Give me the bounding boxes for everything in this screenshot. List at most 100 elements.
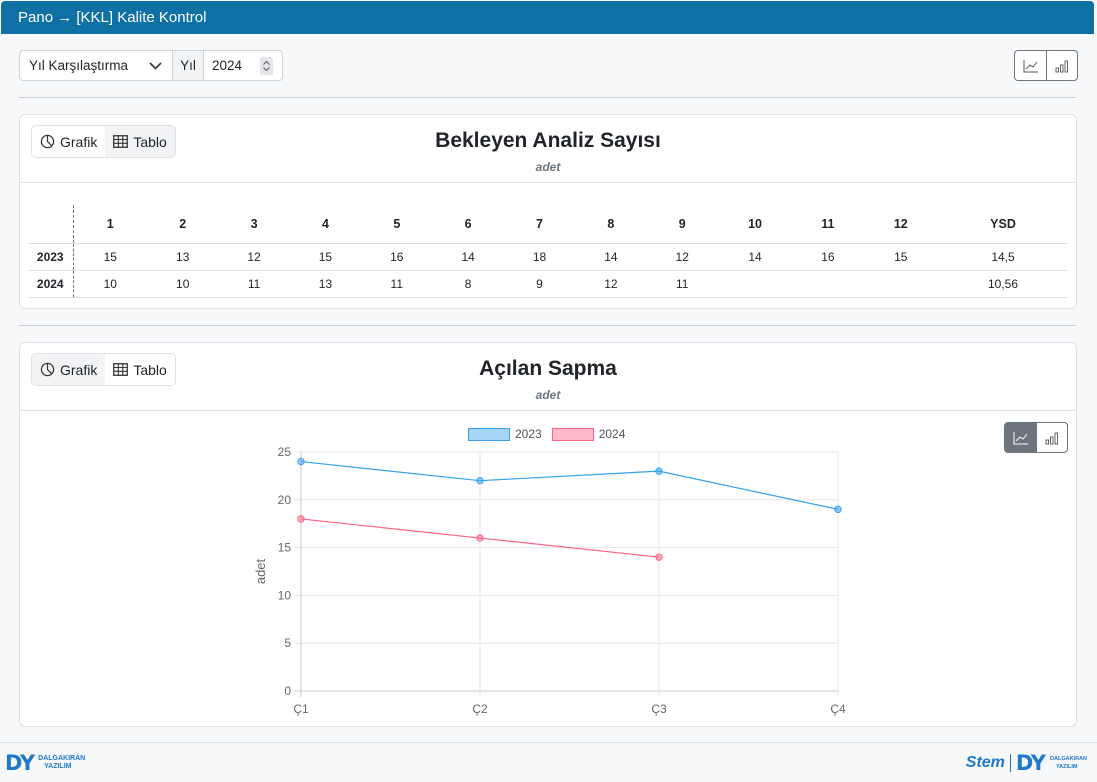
divider — [19, 97, 1076, 98]
column-header: 3 — [250, 216, 258, 231]
column-header: 9 — [678, 216, 686, 231]
card-title: Açılan Sapma — [479, 357, 617, 380]
chevron-down-icon[interactable] — [263, 67, 270, 71]
column-header: 4 — [321, 216, 329, 231]
line-chart-button[interactable] — [1015, 51, 1046, 80]
tab-tablo[interactable]: Tablo — [105, 126, 175, 157]
chevron-down-icon — [149, 61, 162, 70]
table-cell: 15 — [289, 242, 362, 270]
view-toggle: Grafik Tablo — [31, 353, 176, 386]
table-cell: 14 — [575, 242, 647, 270]
column-header: 7 — [536, 216, 543, 231]
row-year: 2023 — [28, 242, 74, 270]
mode-select[interactable]: Yıl Karşılaştırma — [20, 51, 173, 80]
series-line-2024 — [300, 518, 660, 558]
column-header: YSD — [990, 216, 1016, 231]
table-cell: 11 — [361, 269, 433, 298]
card-unit: adet — [535, 388, 561, 402]
table-cell: 8 — [432, 269, 504, 298]
year-label: Yıl — [173, 51, 204, 80]
table-cell: 14 — [432, 242, 504, 270]
legend-item-2024[interactable]: 2024 — [551, 427, 626, 441]
table-cell: 10 — [73, 269, 148, 298]
table-cell: 16 — [361, 242, 433, 270]
logo-text-line1: DALGAKIRAN — [1050, 756, 1087, 762]
pie-chart-icon — [40, 362, 55, 377]
tab-grafik-label: Grafik — [60, 133, 98, 150]
tab-grafik[interactable]: Grafik — [32, 354, 106, 385]
table-cell: 13 — [147, 242, 219, 270]
view-toggle: Grafik Tablo — [31, 125, 176, 158]
table-cell: 11 — [646, 269, 718, 298]
bar-chart-icon — [1055, 60, 1068, 72]
chart-type-toggle — [1004, 422, 1068, 453]
table-cell: 15 — [73, 242, 148, 270]
table-cell — [792, 269, 864, 298]
table-cell: 18 — [503, 242, 576, 270]
logo-text-line1: DALGAKIRAN — [38, 755, 86, 762]
year-input[interactable]: 2024 — [204, 51, 282, 80]
legend-label: 2024 — [598, 427, 626, 441]
column-header: 12 — [893, 216, 908, 231]
table-cell: 10 — [147, 269, 219, 298]
tab-tablo-label: Tablo — [133, 361, 167, 378]
filter-group: Yıl Karşılaştırma Yıl 2024 — [19, 50, 283, 81]
year-input-value: 2024 — [212, 58, 243, 73]
logo-mark: DY — [5, 751, 35, 775]
column-header: 5 — [393, 216, 401, 231]
table-cell: 14 — [717, 242, 793, 270]
bar-chart-button[interactable] — [1036, 423, 1067, 452]
card-header: Grafik Tablo Açılan Sapma adet — [20, 343, 1076, 411]
logo-text-line2: YAZILIM — [1056, 764, 1078, 770]
tab-grafik-label: Grafik — [60, 361, 98, 378]
table-cell: 15 — [863, 242, 938, 270]
y-tick-label: 25 — [278, 445, 292, 459]
row-year: 2024 — [28, 269, 74, 298]
card-title: Bekleyen Analiz Sayısı — [435, 129, 661, 152]
x-tick-label: Ç2 — [472, 702, 488, 716]
tab-grafik[interactable]: Grafik — [32, 126, 105, 157]
column-header: 8 — [607, 216, 615, 231]
divider — [19, 325, 1076, 326]
line-chart-button[interactable] — [1005, 423, 1036, 452]
legend-swatch — [551, 427, 594, 441]
table-cell: 9 — [503, 269, 576, 298]
y-tick-label: 10 — [278, 588, 292, 602]
card-bekleyen-analiz: Grafik Tablo Bekleyen Analiz Sayısı adet… — [19, 114, 1077, 309]
legend-swatch — [468, 427, 510, 441]
series-line-2023 — [300, 460, 839, 510]
year-stepper[interactable] — [260, 57, 273, 75]
corner-cell — [28, 205, 74, 243]
tab-tablo[interactable]: Tablo — [105, 354, 174, 385]
x-tick-label: Ç1 — [293, 702, 309, 716]
y-tick-label: 20 — [278, 493, 292, 507]
legend-label: 2023 — [515, 427, 542, 441]
card-acilan-sapma: Grafik Tablo Açılan Sapma adet 2023 2024… — [19, 342, 1077, 727]
logo-mark: DY — [1015, 751, 1046, 775]
card-unit: adet — [535, 160, 561, 174]
data-point-2023 — [834, 505, 842, 514]
mode-select-value: Yıl Karşılaştırma — [29, 58, 129, 73]
product-name: Stem — [965, 754, 1005, 771]
table-cell: 10,56 — [938, 269, 1068, 298]
column-header: 11 — [821, 216, 835, 231]
pie-chart-icon — [40, 134, 55, 149]
logo-separator — [1009, 754, 1011, 772]
table-icon — [113, 135, 129, 148]
chevron-up-icon[interactable] — [263, 61, 270, 65]
y-tick-label: 5 — [284, 636, 291, 650]
table-cell: 11 — [218, 269, 290, 298]
table-cell — [717, 269, 793, 298]
y-axis-label: adet — [253, 558, 268, 584]
table-cell — [863, 269, 938, 298]
bar-chart-icon — [1045, 432, 1058, 444]
table-cell: 16 — [792, 242, 864, 270]
table-cell: 12 — [218, 242, 290, 270]
table-cell: 12 — [575, 269, 647, 298]
company-logo: DY DALGAKIRAN YAZILIM — [5, 751, 85, 775]
data-point-2023 — [297, 457, 305, 466]
column-header: 10 — [748, 216, 762, 231]
breadcrumb: Pano → [KKL] Kalite Kontrol — [1, 1, 1094, 34]
bar-chart-button[interactable] — [1046, 51, 1077, 80]
legend-item-2023[interactable]: 2023 — [468, 427, 542, 441]
